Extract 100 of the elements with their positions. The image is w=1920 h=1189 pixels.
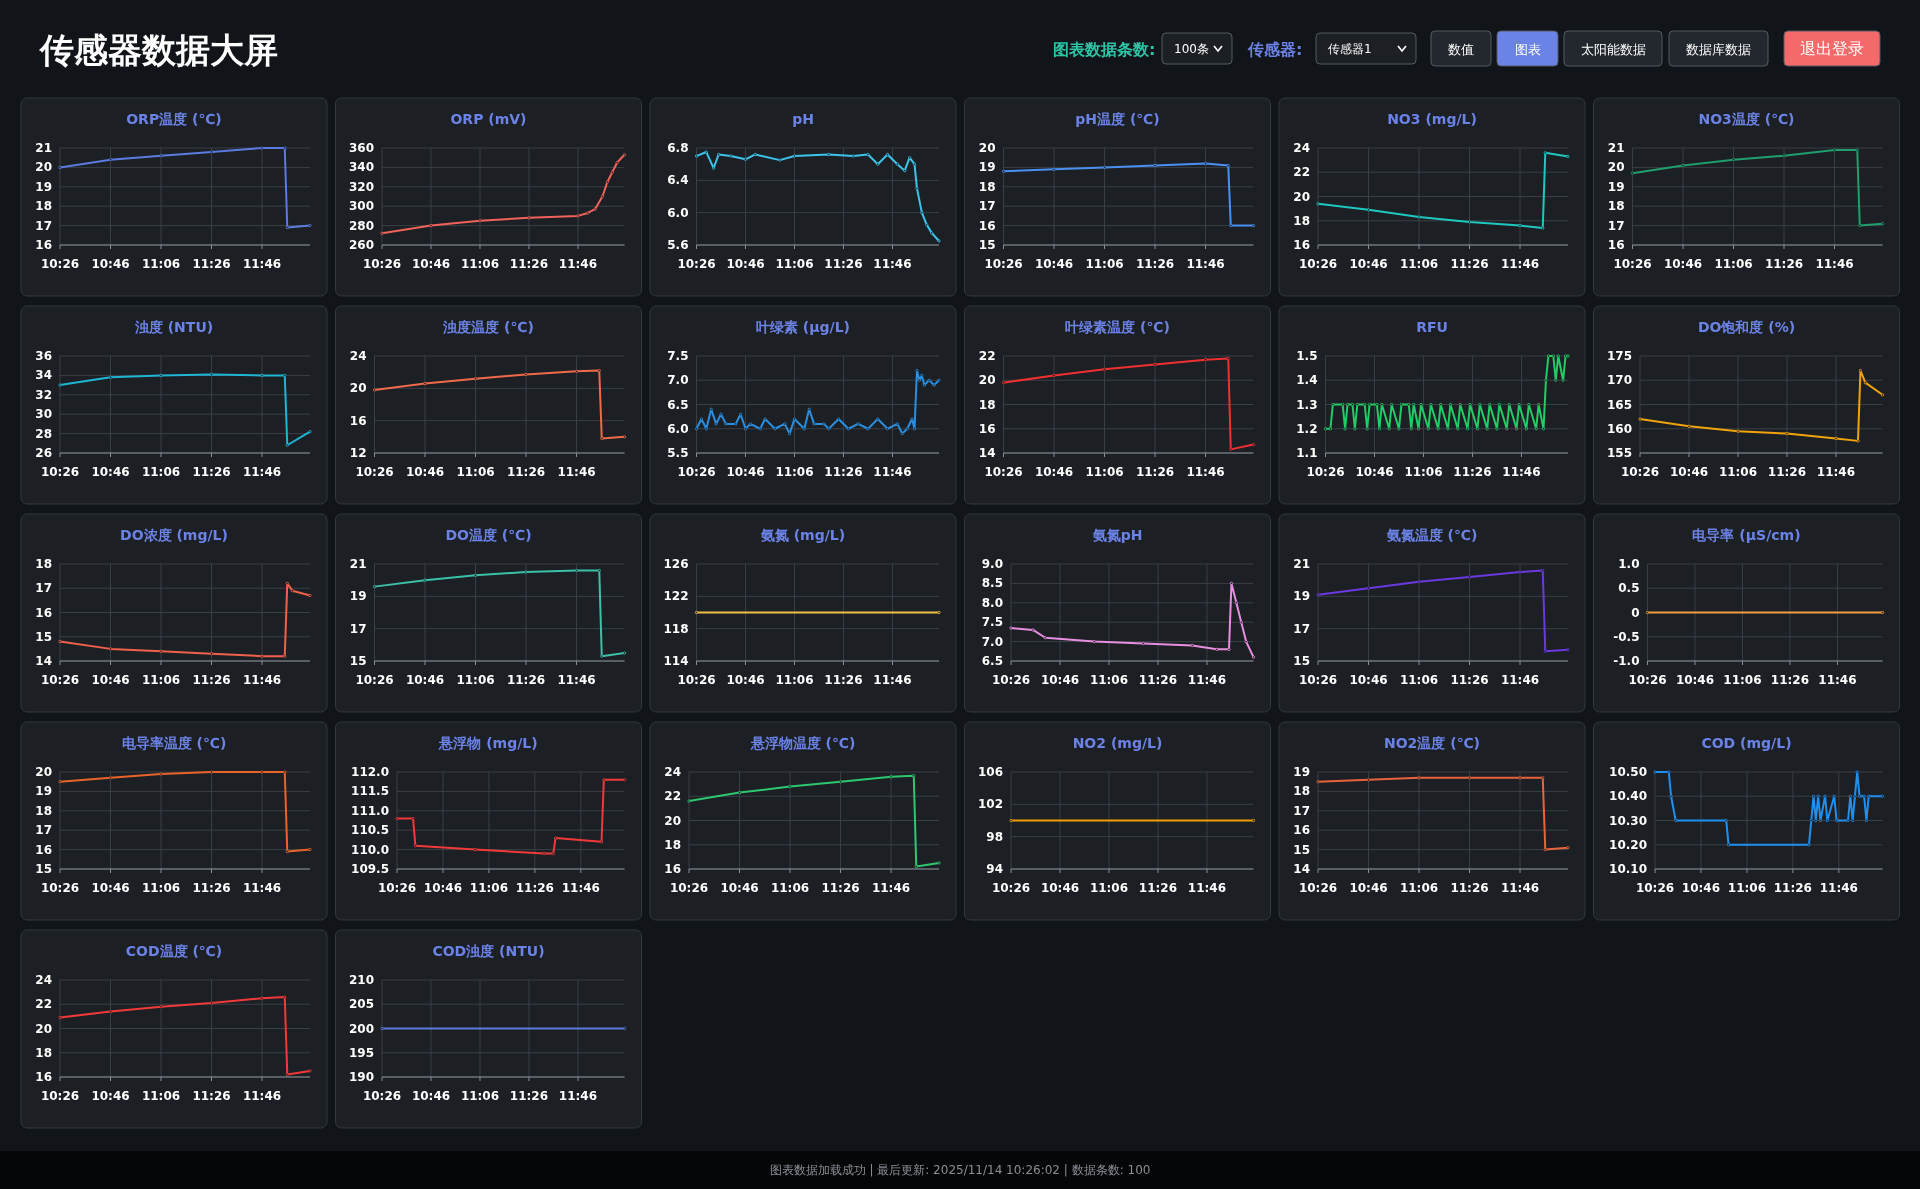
y-tick-label: -0.5: [1613, 629, 1640, 644]
y-tick-label: 18: [35, 803, 52, 818]
y-tick-label: 280: [348, 218, 374, 233]
y-tick-label: 19: [349, 589, 367, 604]
y-tick-label: 320: [348, 179, 374, 194]
y-tick-label: 16: [1607, 238, 1625, 252]
y-tick-label: 22: [664, 789, 681, 804]
y-tick-label: 19: [35, 179, 52, 194]
chart-title: 电导率 (μS/cm): [1692, 527, 1801, 543]
x-tick-label: 11:46: [242, 257, 282, 271]
y-tick-label: 30: [35, 407, 52, 422]
x-tick-label: 10:26: [984, 257, 1023, 271]
y-tick-label: 118: [663, 621, 689, 636]
y-tick-label: 16: [978, 421, 996, 436]
x-tick-label: 11:06: [141, 1089, 181, 1103]
y-tick-label: 114: [663, 654, 689, 668]
x-tick-label: 11:06: [141, 257, 181, 271]
x-tick-label: 10:26: [40, 1089, 80, 1103]
x-tick-label: 11:26: [192, 673, 231, 687]
y-tick-label: 190: [348, 1070, 374, 1084]
y-tick-label: 7.0: [981, 634, 1003, 649]
x-tick-label: 11:46: [1500, 257, 1540, 271]
y-tick-label: 170: [1606, 373, 1632, 388]
x-tick-label: 10:46: [1349, 673, 1388, 687]
x-tick-label: 11:26: [1450, 673, 1489, 687]
x-tick-label: 11:06: [456, 673, 495, 687]
chart-title: COD温度 (℃): [125, 943, 223, 959]
y-tick-label: 26: [35, 446, 52, 460]
x-tick-label: 10:26: [40, 465, 80, 479]
y-tick-label: 109.5: [351, 862, 389, 876]
x-tick-label: 11:06: [1404, 465, 1443, 479]
y-tick-label: 122: [663, 589, 689, 604]
x-tick-label: 11:26: [509, 1089, 549, 1103]
y-tick-label: 19: [1293, 765, 1310, 779]
y-tick-label: 17: [35, 218, 52, 233]
x-tick-label: 11:46: [873, 257, 912, 271]
y-tick-label: 16: [978, 218, 996, 233]
x-tick-label: 10:26: [1306, 465, 1345, 479]
y-tick-label: 20: [978, 141, 996, 155]
text: 100条: [1174, 42, 1209, 56]
x-tick-label: 10:46: [411, 1089, 451, 1103]
x-tick-label: 11:46: [1187, 673, 1227, 687]
y-tick-label: 19: [35, 784, 52, 799]
x-tick-label: 10:26: [355, 673, 394, 687]
x-tick-label: 11:26: [1450, 881, 1489, 895]
y-tick-label: 24: [664, 765, 681, 779]
y-tick-label: 17: [35, 581, 52, 596]
text: 数值: [1448, 42, 1474, 57]
y-tick-label: 16: [35, 238, 52, 252]
y-tick-label: 18: [978, 179, 996, 194]
y-tick-label: 17: [1607, 218, 1625, 233]
y-tick-label: 21: [1607, 141, 1625, 155]
chart-title: 叶绿素 (μg/L): [755, 319, 851, 335]
y-tick-label: 18: [664, 837, 681, 852]
x-tick-label: 10:46: [1040, 881, 1080, 895]
x-tick-label: 10:46: [1349, 257, 1388, 271]
x-tick-label: 10:26: [355, 465, 394, 479]
y-tick-label: 9.0: [981, 557, 1003, 571]
x-tick-label: 10:26: [677, 257, 716, 271]
chart-title: RFU: [1416, 319, 1448, 335]
y-tick-label: 16: [664, 862, 681, 876]
chart-title: COD (mg/L): [1701, 735, 1792, 751]
x-tick-label: 10:26: [40, 673, 80, 687]
x-tick-label: 10:26: [1298, 881, 1338, 895]
x-tick-label: 11:46: [561, 881, 600, 895]
y-tick-label: 360: [348, 141, 374, 155]
y-tick-label: 19: [1607, 179, 1625, 194]
x-tick-label: 11:46: [557, 673, 596, 687]
x-tick-label: 11:46: [873, 673, 912, 687]
y-tick-label: 200: [348, 1021, 374, 1036]
text: 传感器1: [1328, 42, 1372, 56]
x-tick-label: 10:46: [91, 673, 130, 687]
x-tick-label: 11:26: [192, 465, 231, 479]
x-tick-label: 10:46: [1669, 465, 1709, 479]
y-tick-label: 18: [1607, 199, 1625, 214]
chart-title: 浊度 (NTU): [133, 319, 214, 335]
x-tick-label: 11:26: [509, 257, 549, 271]
x-tick-label: 11:06: [1085, 465, 1124, 479]
y-tick-label: 15: [35, 862, 52, 876]
chart-title: NO3 (mg/L): [1387, 111, 1477, 127]
x-tick-label: 10:26: [362, 257, 402, 271]
x-tick-label: 11:26: [824, 465, 863, 479]
text: 数据库数据: [1686, 42, 1751, 57]
chart-title: pH温度 (℃): [1075, 111, 1160, 127]
y-tick-label: 0.5: [1618, 581, 1640, 596]
x-tick-label: 10:26: [377, 881, 417, 895]
y-tick-label: 20: [35, 1021, 52, 1036]
y-tick-label: 94: [986, 862, 1003, 876]
x-tick-label: 10:26: [991, 881, 1031, 895]
x-tick-label: 11:26: [192, 1089, 231, 1103]
x-tick-label: 11:06: [1399, 881, 1439, 895]
y-tick-label: 22: [35, 997, 52, 1012]
y-tick-label: 8.0: [981, 595, 1003, 610]
y-tick-label: 210: [348, 973, 374, 987]
y-tick-label: -1.0: [1613, 654, 1640, 668]
chart-title: DO温度 (℃): [445, 527, 532, 543]
y-tick-label: 10.40: [1609, 789, 1647, 804]
x-tick-label: 11:06: [1089, 673, 1129, 687]
y-tick-label: 20: [35, 160, 52, 175]
y-tick-label: 24: [349, 349, 367, 363]
